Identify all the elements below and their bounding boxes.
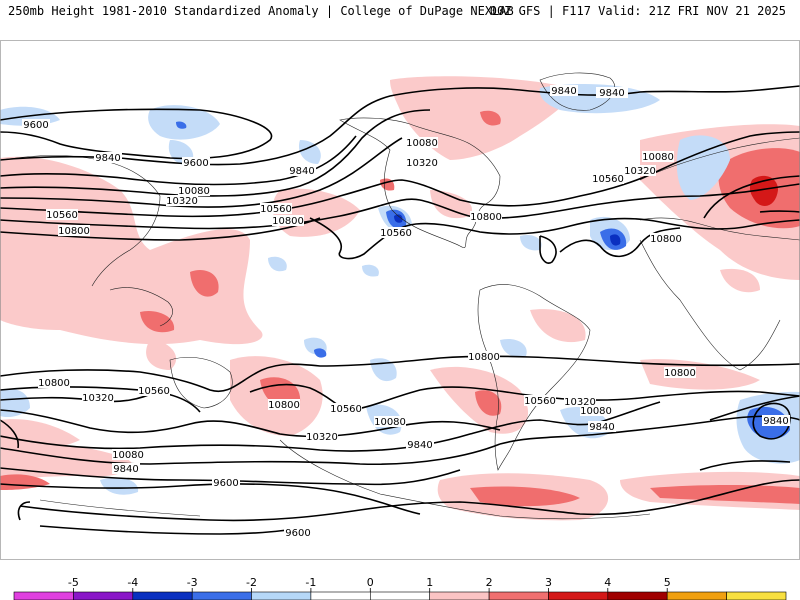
legend-tick-label: -2 [246, 576, 257, 589]
contour-label: 10560 [330, 404, 362, 415]
contour-label: 10080 [580, 406, 612, 417]
legend-swatch [488, 591, 549, 600]
contour-label: 10800 [470, 212, 502, 223]
contour-label: 9840 [289, 166, 314, 177]
contour-label: 10800 [664, 368, 696, 379]
contour-label: 10080 [374, 417, 406, 428]
legend-tick-label: -4 [127, 576, 138, 589]
color-scale-legend: -5 -4 -3 -2 -1 0 1 2 3 4 5 [13, 576, 787, 600]
legend-swatches [13, 591, 787, 600]
legend-swatch [548, 591, 609, 600]
map-title: 250mb Height 1981-2010 Standardized Anom… [8, 4, 514, 18]
contour-label: 10320 [406, 158, 438, 169]
contour-label: 10560 [138, 386, 170, 397]
contour-label: 10800 [468, 352, 500, 363]
legend-swatch [191, 591, 252, 600]
contour-label: 10560 [592, 174, 624, 185]
legend-swatch [132, 591, 193, 600]
negative-anomaly-strong [394, 214, 621, 246]
legend-swatch [726, 591, 787, 600]
legend-swatch [429, 591, 490, 600]
contour-label: 10800 [38, 378, 70, 389]
contour-label: 10320 [306, 432, 338, 443]
legend-tick-label: 0 [367, 576, 374, 589]
contour-label: 10560 [260, 204, 292, 215]
legend-tick-label: 2 [486, 576, 493, 589]
positive-anomaly-strong [749, 175, 778, 206]
contour-label: 9600 [23, 120, 48, 131]
contour-label: 10800 [58, 226, 90, 237]
legend-swatch [251, 591, 312, 600]
contour-label: 10560 [380, 228, 412, 239]
legend-swatch [13, 591, 74, 600]
contour-label: 9840 [113, 464, 138, 475]
contour-label: 10080 [178, 186, 210, 197]
legend-swatch [73, 591, 134, 600]
contour-label: 10560 [46, 210, 78, 221]
legend-swatch [310, 591, 371, 600]
contour-label: 10080 [642, 152, 674, 163]
contour-label: 10320 [564, 397, 596, 408]
contour-label: 10320 [166, 196, 198, 207]
legend-ticks: -5 -4 -3 -2 -1 0 1 2 3 4 5 [68, 576, 671, 592]
legend-tick-label: -1 [305, 576, 316, 589]
contour-labels: 9840 9600 9840 9600 9840 10080 10320 105… [22, 85, 790, 539]
contour-label: 9840 [407, 440, 432, 451]
contour-label: 10320 [624, 166, 656, 177]
contour-label: 10080 [112, 450, 144, 461]
contour-label: 9600 [183, 158, 208, 169]
legend-tick-label: 1 [426, 576, 433, 589]
contour-label: 9840 [551, 86, 576, 97]
legend-tick-label: 4 [604, 576, 611, 589]
contour-label: 10800 [650, 234, 682, 245]
legend-tick-label: 3 [545, 576, 552, 589]
contour-label: 10800 [268, 400, 300, 411]
contour-label: 10320 [82, 393, 114, 404]
contour-label: 9600 [213, 478, 238, 489]
contour-label: 10080 [406, 138, 438, 149]
contour-label: 9840 [589, 422, 614, 433]
legend-tick-label: -5 [68, 576, 79, 589]
legend-tick-label: 5 [664, 576, 671, 589]
legend-swatch [369, 591, 430, 600]
contour-label: 9840 [95, 153, 120, 164]
contour-label: 9840 [763, 416, 788, 427]
contour-label: 9600 [285, 528, 310, 539]
contour-label: 9840 [599, 88, 624, 99]
legend-swatch [607, 591, 668, 600]
model-run-info: 00Z GFS | F117 Valid: 21Z FRI NOV 21 202… [489, 4, 786, 18]
contour-label: 10800 [272, 216, 304, 227]
anomaly-map: 9840 9600 9840 9600 9840 10080 10320 105… [0, 40, 800, 560]
legend-swatch [666, 591, 727, 600]
contour-label: 10560 [524, 396, 556, 407]
legend-tick-label: -3 [187, 576, 198, 589]
